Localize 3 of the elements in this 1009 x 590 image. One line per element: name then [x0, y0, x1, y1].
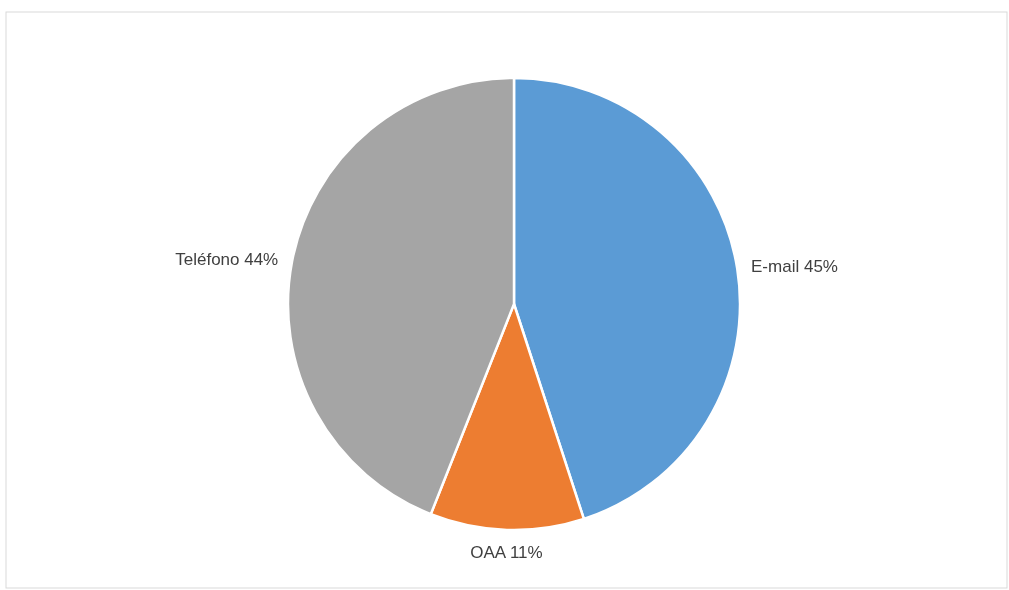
slice-label: E-mail 45%: [751, 257, 838, 277]
slice-label: OAA 11%: [470, 542, 543, 562]
slice-label: Teléfono 44%: [175, 250, 279, 270]
